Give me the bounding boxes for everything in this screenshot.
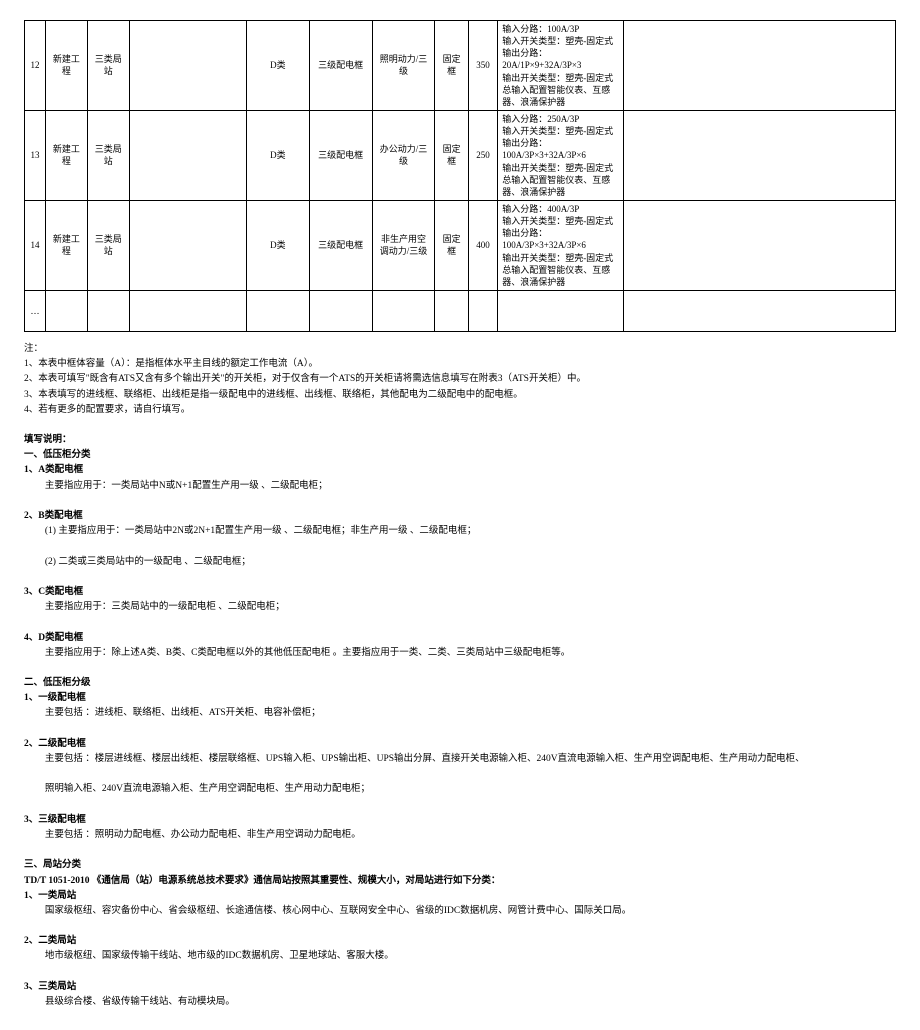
spec-table: 12新建工程三类局站D类三级配电框照明动力/三级固定框350输入分路：100A/… [24, 20, 896, 332]
notes-block: 注： 1、本表中框体容量（A）：是指框体水平主目线的额定工作电流（A）。 2、本… [24, 342, 896, 1010]
